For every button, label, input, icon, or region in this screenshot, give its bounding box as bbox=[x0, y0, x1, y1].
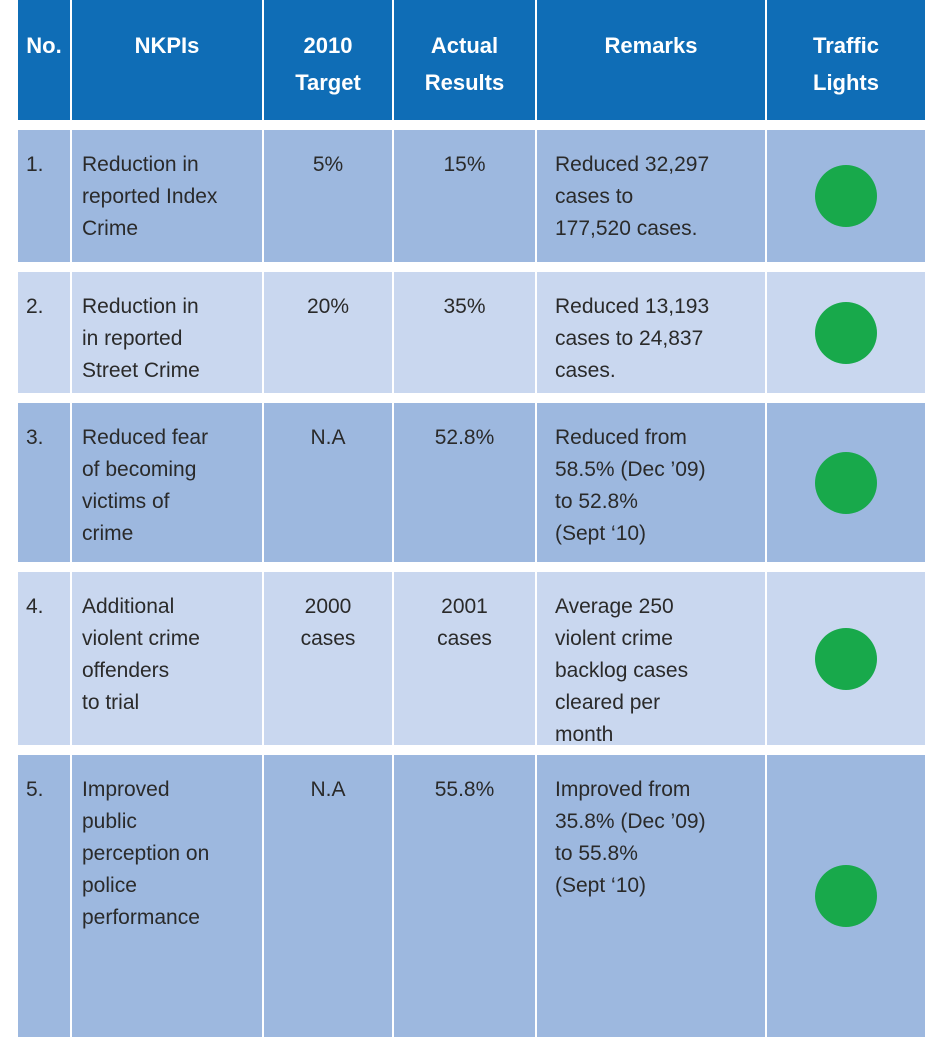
table-row: 2. Reduction in in reported Street Crime 2… bbox=[18, 272, 925, 393]
table-cell: Reduction in reported Index Crime bbox=[70, 130, 262, 262]
header-cell: Actual Results bbox=[392, 0, 535, 120]
traffic-light-cell bbox=[765, 130, 925, 262]
table-cell: 4. bbox=[26, 595, 44, 618]
header-cell: Traffic Lights bbox=[765, 0, 925, 120]
traffic-light-cell bbox=[765, 572, 925, 745]
table-cell: N.A bbox=[262, 755, 392, 1037]
table-cell: 55.8% bbox=[392, 755, 535, 1037]
table-cell: Reduced from 58.5% (Dec ’09) to 52.8% (S… bbox=[535, 403, 765, 562]
traffic-light-cell bbox=[765, 403, 925, 562]
table-cell: 3. bbox=[26, 426, 44, 449]
kpi-table: No. NKPIs 2010 Target Actual Results Remarks… bbox=[18, 0, 925, 1037]
table-cell: 1. bbox=[26, 153, 44, 176]
traffic-light bbox=[815, 627, 877, 690]
table-row: 1. Reduction in reported Index Crime 5% 15%… bbox=[18, 130, 925, 262]
table-row: 5. Improved public perception on police p… bbox=[18, 755, 925, 1037]
table-cell: Reduced 32,297 cases to 177,520 cases. bbox=[535, 130, 765, 262]
table-cell: Improved public perception on police per… bbox=[70, 755, 262, 1037]
table-cell: 5% bbox=[262, 130, 392, 262]
table-cell: 2001 cases bbox=[392, 572, 535, 745]
table-cell: 52.8% bbox=[392, 403, 535, 562]
table-cell: Reduced 13,193 cases to 24,837 cases. bbox=[535, 272, 765, 393]
traffic-light bbox=[815, 301, 877, 364]
table-cell: 5. bbox=[26, 778, 44, 801]
table-cell: Additional violent crime offenders to tr… bbox=[70, 572, 262, 745]
traffic-light bbox=[815, 165, 877, 227]
traffic-light-cell bbox=[765, 272, 925, 393]
table-cell: 35% bbox=[392, 272, 535, 393]
traffic-light-cell bbox=[765, 755, 925, 1037]
table-cell: Reduced fear of becoming victims of crim… bbox=[70, 403, 262, 562]
header-cell: Remarks bbox=[535, 0, 765, 120]
table-cell: 2. bbox=[26, 295, 44, 318]
table-cell: Average 250 violent crime backlog cases … bbox=[535, 572, 765, 746]
header-row: No. NKPIs 2010 Target Actual Results Remarks… bbox=[18, 0, 925, 120]
table-cell: 15% bbox=[392, 130, 535, 262]
table-cell: Improved from 35.8% (Dec ’09) to 55.8% (… bbox=[535, 755, 765, 1037]
traffic-light bbox=[815, 865, 877, 927]
table-cell: N.A bbox=[262, 403, 392, 562]
header-cell: No. bbox=[26, 33, 62, 58]
table-row: 3. Reduced fear of becoming victims of cr… bbox=[18, 403, 925, 562]
header-cell: NKPIs bbox=[70, 0, 262, 120]
table-cell: 20% bbox=[262, 272, 392, 393]
table-cell: Reduction in in reported Street Crime bbox=[70, 272, 262, 393]
header-cell: 2010 Target bbox=[262, 0, 392, 120]
table-cell: 2000 cases bbox=[262, 572, 392, 745]
table-row: 4. Additional violent crime offenders to … bbox=[18, 572, 925, 746]
traffic-light bbox=[815, 451, 877, 514]
